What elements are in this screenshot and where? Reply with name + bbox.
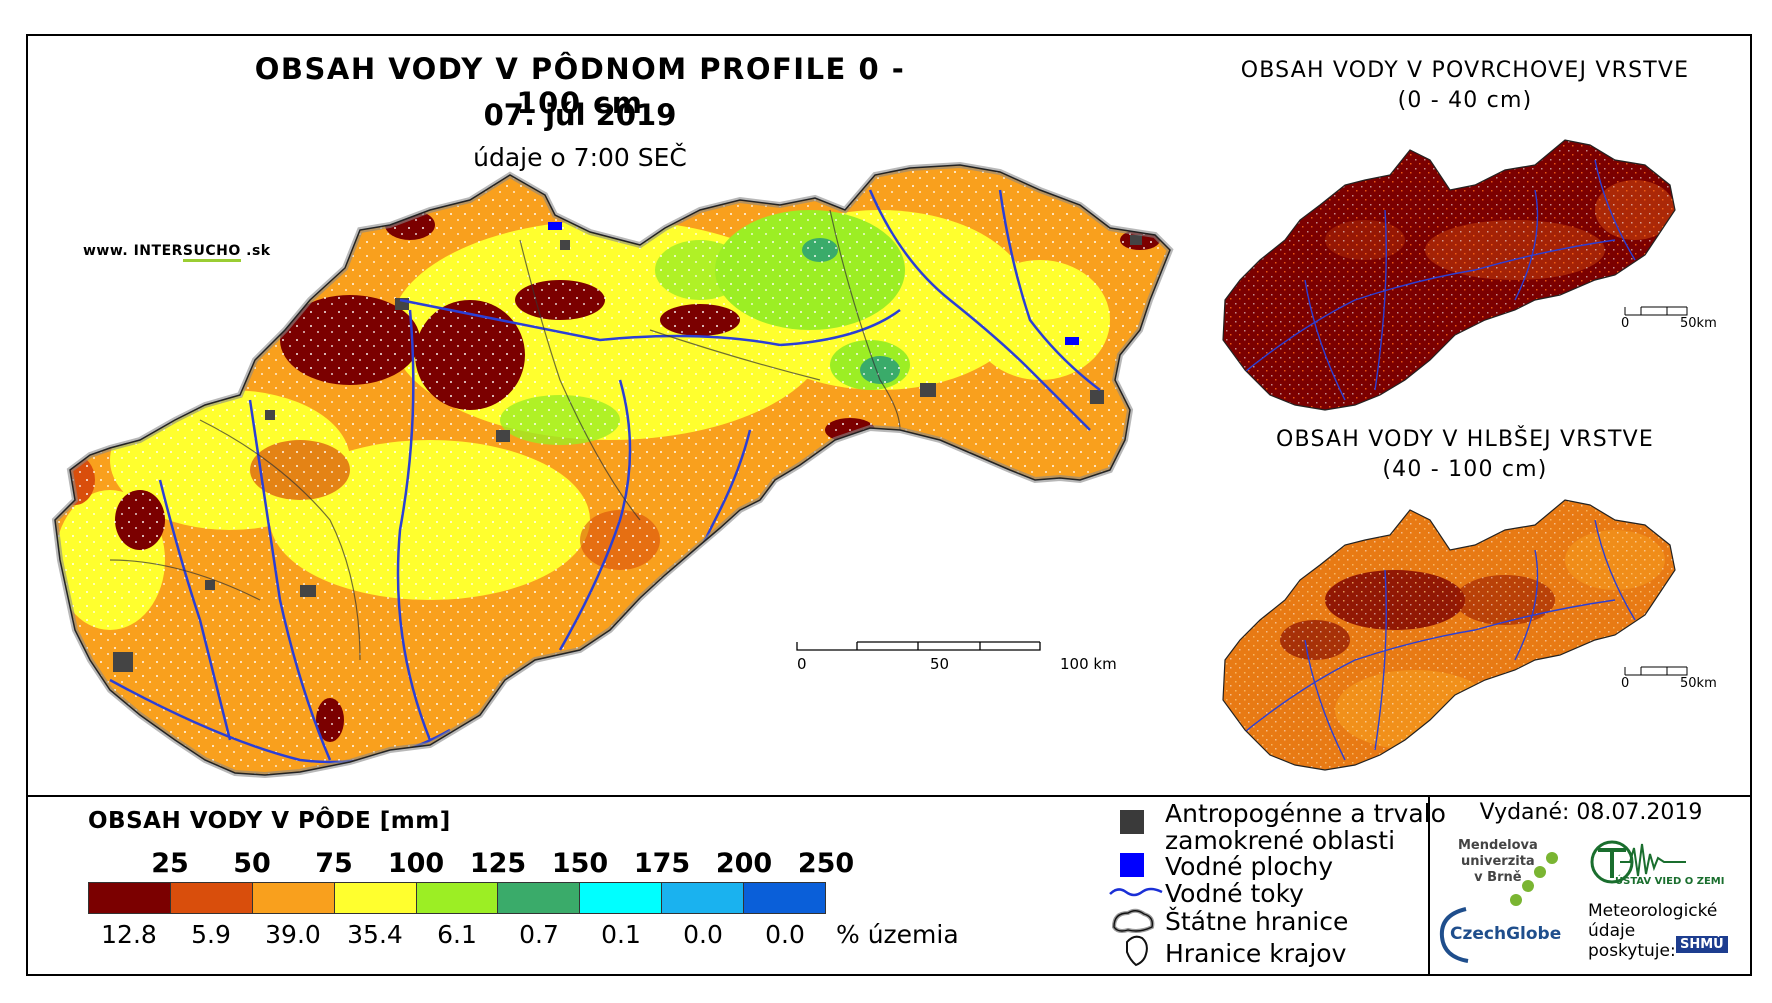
mendel-dots-icon — [1510, 852, 1558, 906]
inset-deep-title: OBSAH VODY V HLBŠEJ VRSTVE (40 - 100 cm) — [1276, 427, 1654, 482]
legend-color-swatch — [334, 883, 417, 913]
inset-deep-scale-bar — [1624, 666, 1688, 676]
legend-percentage: 0.7 — [519, 920, 559, 949]
legend-tick-label: 250 — [797, 848, 855, 879]
legend-percentage: 12.8 — [101, 920, 157, 949]
legend-color-swatch — [498, 883, 581, 913]
water-stream-symbol — [1109, 887, 1163, 897]
legend-tick-label: 200 — [715, 848, 773, 879]
inset-surface-scale-end: 50km — [1680, 316, 1717, 331]
legend-title: OBSAH VODY V PÔDE [mm] — [88, 808, 451, 834]
anthropogenic-area-label: Antropogénne a trvalo zamokrené oblasti — [1165, 799, 1446, 855]
legend-color-swatch — [744, 883, 826, 913]
inset-surface-title: OBSAH VODY V POVRCHOVEJ VRSTVE (0 - 40 c… — [1240, 58, 1690, 113]
map-date: 07. júl 2019 — [483, 98, 677, 132]
inset-deep-map — [1222, 499, 1676, 771]
uvz-seismograph-icon — [1590, 840, 1686, 884]
intersucho-website[interactable]: www. INTERSUCHO .sk — [83, 243, 271, 262]
main-scale-start: 0 — [797, 655, 807, 673]
issued-divider — [1428, 795, 1430, 976]
main-scale-mid: 50 — [930, 655, 950, 673]
legend-percentage: 0.0 — [683, 920, 723, 949]
legend-tick-label: 125 — [469, 848, 527, 879]
legend-tick-label: 25 — [151, 848, 189, 879]
inset-surface-scale-start: 0 — [1621, 316, 1630, 331]
water-body-label: Vodné plochy — [1165, 852, 1333, 881]
legend-tick-label: 75 — [315, 848, 353, 879]
main-scale-end: 100 km — [1060, 655, 1117, 673]
mendel-university-logo: Mendelova univerzita v Brně — [1458, 838, 1538, 885]
legend-percentage: 5.9 — [191, 920, 231, 949]
map-title: OBSAH VODY V PÔDNOM PROFILE 0 - 100 cm — [254, 52, 906, 120]
shmu-logo: SHMÚ — [1676, 936, 1728, 953]
anthropogenic-area-symbol — [1120, 810, 1144, 834]
region-border-label: Hranice krajov — [1165, 939, 1347, 968]
legend-percent-unit: % územia — [836, 920, 959, 949]
main-scale-bar — [796, 641, 1041, 651]
legend-tick-label: 175 — [633, 848, 691, 879]
legend-percentage: 35.4 — [347, 920, 403, 949]
czechglobe-swoosh-icon — [1439, 907, 1469, 963]
czechglobe-logo: CzechGlobe — [1450, 924, 1562, 944]
legend-color-swatch — [89, 883, 171, 913]
legend-color-swatch — [252, 883, 335, 913]
meteo-provider-text: Meteorologické údaje poskytuje: — [1588, 901, 1718, 961]
map-subtitle: údaje o 7:00 SEČ — [473, 143, 687, 172]
legend-percentage: 0.1 — [601, 920, 641, 949]
water-stream-label: Vodné toky — [1165, 879, 1304, 908]
uvz-logo: ÚSTAV VIED O ZEMI — [1615, 876, 1725, 887]
water-body-symbol — [1120, 853, 1144, 877]
legend-color-swatch — [662, 883, 745, 913]
legend-tick-label: 100 — [387, 848, 445, 879]
inset-deep-scale-end: 50km — [1680, 676, 1717, 691]
legend-tick-label: 150 — [551, 848, 609, 879]
legend-divider — [26, 795, 1752, 797]
inset-surface-scale-bar — [1624, 306, 1688, 316]
inset-surface-map — [1222, 139, 1676, 411]
legend-tick-label: 50 — [233, 848, 271, 879]
main-soil-water-map — [40, 160, 1190, 790]
legend-percentage: 0.0 — [765, 920, 805, 949]
inset-deep-scale-start: 0 — [1621, 676, 1630, 691]
legend-percentage: 39.0 — [265, 920, 321, 949]
region-border-symbol — [1126, 935, 1148, 967]
legend-color-swatch — [170, 883, 253, 913]
state-border-label: Štátne hranice — [1165, 907, 1349, 936]
state-border-symbol — [1111, 908, 1155, 933]
legend-color-bar — [88, 882, 826, 914]
legend-color-swatch — [416, 883, 499, 913]
map-frame — [26, 34, 1752, 976]
issued-date: Vydané: 08.07.2019 — [1479, 800, 1703, 825]
legend-color-swatch — [580, 883, 663, 913]
legend-percentage: 6.1 — [437, 920, 477, 949]
